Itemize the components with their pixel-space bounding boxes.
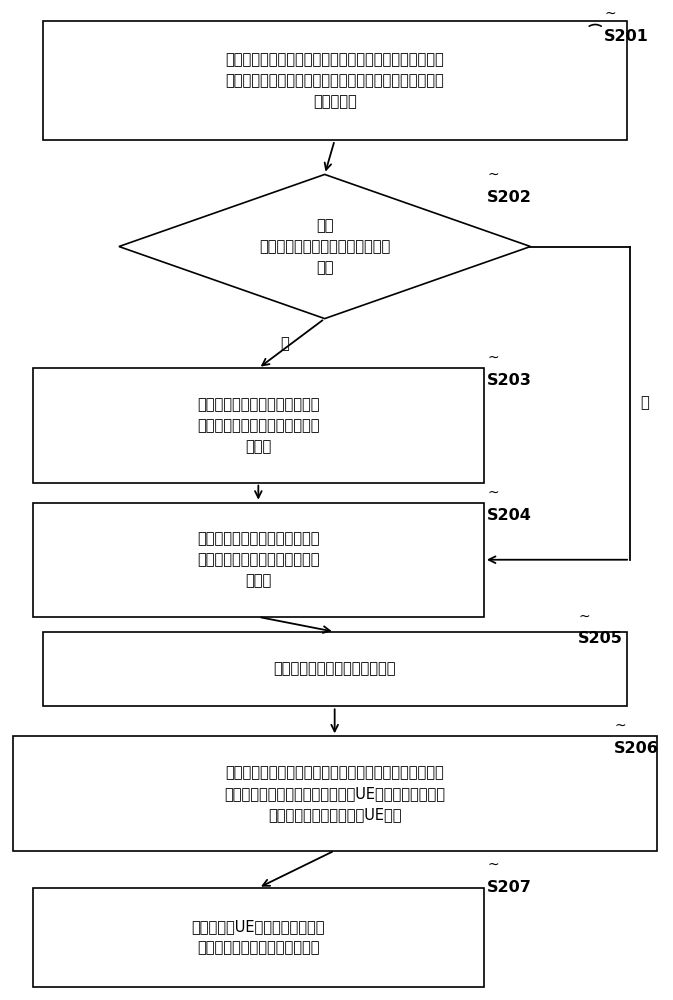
- Text: ~: ~: [578, 609, 590, 623]
- Text: 根据该绻色基站在该时隙内采集到的绻色能量、当前的剩
余能量以及当前接入该绻色基站的UE数量，确定该时隙
内该绻色基站分流的第一UE数量: 根据该绻色基站在该时隙内采集到的绻色能量、当前的剩 余能量以及当前接入该绻色基站…: [224, 765, 445, 822]
- Text: 判断
该时隙的时长是否大于设定的时长
阈値: 判断 该时隙的时长是否大于设定的时长 阈値: [259, 218, 390, 275]
- Bar: [33, 888, 484, 987]
- Text: S204: S204: [487, 508, 532, 523]
- Polygon shape: [119, 174, 530, 319]
- Bar: [33, 368, 484, 483]
- Text: 根据该第一UE数量，对所述混合
能源网络中的传统基站进行分流: 根据该第一UE数量，对所述混合 能源网络中的传统基站进行分流: [192, 920, 325, 956]
- Text: 根据用户业务的类型及每个业务的持续时间，将分流时间
段划分为若干个时隙。其中划分得到的每个时隙的长度相
同，或不同: 根据用户业务的类型及每个业务的持续时间，将分流时间 段划分为若干个时隙。其中划分…: [225, 52, 444, 109]
- Text: 获取该绻色基站当前的剩余能量: 获取该绻色基站当前的剩余能量: [273, 662, 396, 677]
- Text: ~: ~: [487, 351, 499, 365]
- Text: ~: ~: [487, 168, 499, 182]
- Text: 否: 否: [640, 396, 649, 411]
- Text: S201: S201: [604, 29, 649, 44]
- Bar: [42, 632, 627, 706]
- Bar: [33, 503, 484, 617]
- Text: S205: S205: [578, 631, 623, 646]
- Text: ~: ~: [604, 7, 616, 21]
- Text: ~: ~: [487, 486, 499, 500]
- Text: ~: ~: [487, 858, 499, 872]
- Bar: [42, 21, 627, 140]
- Text: 采用短期能量预测模型，预测该
绻色基站在该时隙内采集到的绻
色能量: 采用短期能量预测模型，预测该 绻色基站在该时隙内采集到的绻 色能量: [197, 531, 320, 588]
- Text: S206: S206: [614, 741, 659, 756]
- Bar: [13, 736, 657, 851]
- Text: 采用中期能量预测模型，预测该
绻色基站在该时隙内采集到的绻
色能量: 采用中期能量预测模型，预测该 绻色基站在该时隙内采集到的绻 色能量: [197, 397, 320, 454]
- Text: S203: S203: [487, 373, 532, 388]
- Text: S202: S202: [487, 190, 532, 205]
- Text: S207: S207: [487, 880, 532, 895]
- Text: ~: ~: [614, 719, 626, 733]
- Text: 是: 是: [281, 336, 289, 351]
